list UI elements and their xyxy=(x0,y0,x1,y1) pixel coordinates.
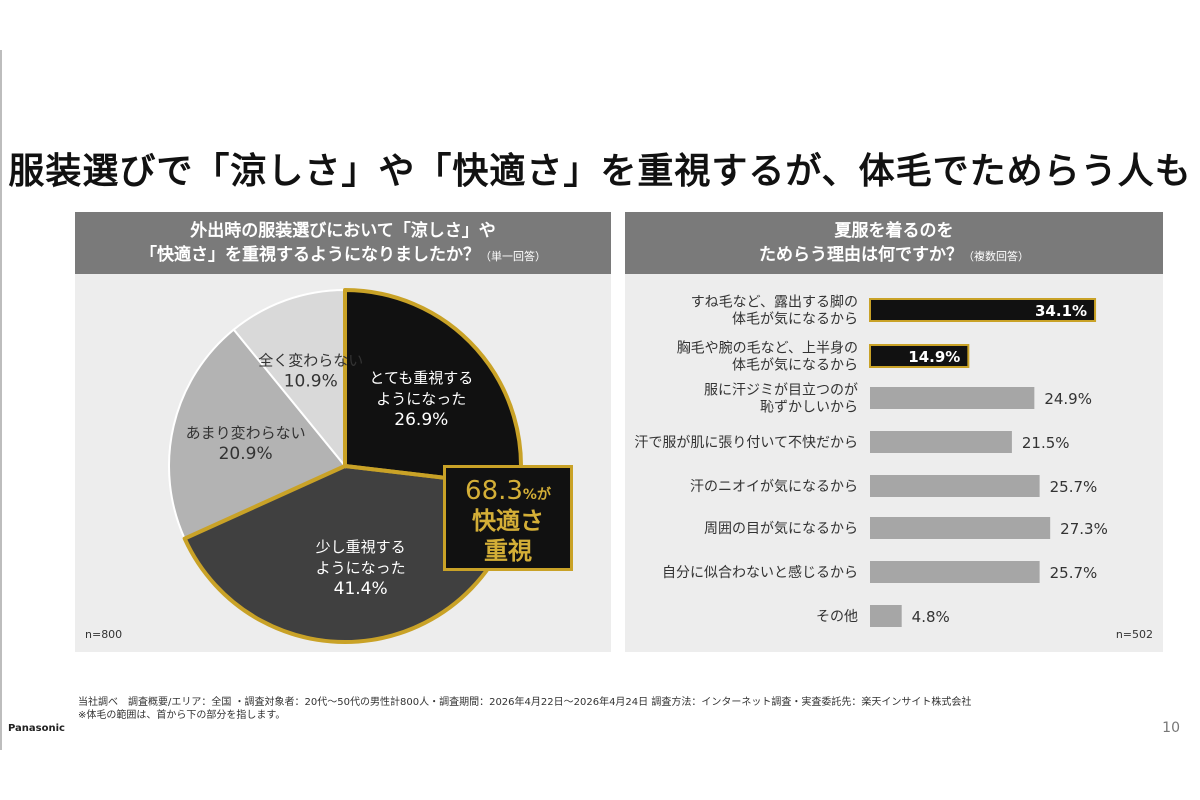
bar-question-line1: 夏服を着るのを xyxy=(834,221,954,241)
bar-7 xyxy=(870,605,902,627)
highlight-box: 68.3%が 快適さ 重視 xyxy=(443,465,573,571)
bar-1 xyxy=(869,344,970,368)
bar-2 xyxy=(870,387,1035,409)
highlight-line1: 快適さ xyxy=(472,507,544,535)
bar-value-label-0: 34.1% xyxy=(1035,302,1087,320)
bar-panel: 夏服を着るのを ためらう理由は何ですか？（複数回答） すね毛など、露出する脚の体… xyxy=(625,212,1163,652)
brand-logo: Panasonic xyxy=(8,723,65,734)
highlight-line2: 重視 xyxy=(484,537,532,565)
footnote-survey: 当社調べ 調査概要/エリア：全国 ・調査対象者：20代～50代の男性計800人・… xyxy=(78,697,972,708)
pie-slice-0 xyxy=(344,288,522,488)
pie-value-label-2: 20.9% xyxy=(219,444,273,464)
bar-0 xyxy=(869,298,1097,322)
bar-value-label-3: 21.5% xyxy=(1022,434,1070,452)
bar-4 xyxy=(870,475,1040,497)
bar-category-label-6: 自分に似合わないと感じるから xyxy=(662,564,858,581)
pie-slice-3 xyxy=(232,288,346,469)
bar-category-label-1: 胸毛や腕の毛など、上半身の xyxy=(677,341,858,357)
pie-slice-label-2: あまり変わらない xyxy=(186,424,306,442)
pie-chart: とても重視するようになった26.9%少し重視するようになった41.4%あまり変わ… xyxy=(168,288,523,644)
bar-question-line2: ためらう理由は何ですか？ xyxy=(759,245,963,265)
pie-question-note: （単一回答） xyxy=(480,250,546,263)
bar-value-label-6: 25.7% xyxy=(1050,564,1098,582)
bar-category-label-7: その他 xyxy=(816,609,858,625)
pie-question-line1: 外出時の服装選びにおいて「涼しさ」や xyxy=(190,221,496,241)
pie-question-line2: 「快適さ」を重視するようになりましたか？ xyxy=(140,245,480,265)
bar-sample-size: n=502 xyxy=(1115,628,1153,641)
page-title: 服装選びで「涼しさ」や「快適さ」を重視するが、体毛でためらう人も xyxy=(8,151,1192,192)
bar-category-label-0: すね毛など、露出する脚の xyxy=(691,295,858,311)
bar-value-label-4: 25.7% xyxy=(1050,478,1098,496)
bar-category-label-5: 周囲の目が気になるから xyxy=(704,521,858,537)
bar-category-label-2: 服に汗ジミが目立つのが xyxy=(704,383,858,399)
bar-value-label-2: 24.9% xyxy=(1044,390,1092,408)
bar-category-label-3: 汗で服が肌に張り付いて不快だから xyxy=(634,435,858,451)
highlight-pct: 68.3 xyxy=(465,476,523,506)
pie-slice-label-1: ようになった xyxy=(316,559,406,577)
pie-question-line2-wrap: 「快適さ」を重視するようになりましたか？（単一回答） xyxy=(75,243,611,269)
bar-category-label-1: 体毛が気になるから xyxy=(732,358,858,374)
pie-value-label-0: 26.9% xyxy=(394,410,448,430)
left-rule xyxy=(0,50,2,750)
pie-slice-label-0: とても重視する xyxy=(369,369,473,387)
bar-value-label-7: 4.8% xyxy=(912,608,950,626)
pie-panel: 外出時の服装選びにおいて「涼しさ」や 「快適さ」を重視するようになりましたか？（… xyxy=(75,212,611,652)
bar-3 xyxy=(870,431,1012,453)
footnote: 当社調べ 調査概要/エリア：全国 ・調査対象者：20代～50代の男性計800人・… xyxy=(78,696,971,722)
pie-slice-label-0: ようになった xyxy=(376,390,466,408)
pie-value-label-1: 41.4% xyxy=(334,579,388,599)
pie-slice-label-1: 少し重視する xyxy=(316,538,406,556)
highlight-pct-line: 68.3%が xyxy=(446,476,570,506)
pie-slice-2 xyxy=(168,328,347,540)
bar-question-note: （複数回答） xyxy=(963,250,1029,263)
bar-category-label-4: 汗のニオイが気になるから xyxy=(690,479,858,495)
footnote-note: ※体毛の範囲は、首から下の部分を指します。 xyxy=(78,710,286,721)
bar-category-label-2: 恥ずかしいから xyxy=(760,400,858,416)
page-number: 10 xyxy=(1162,720,1180,736)
pie-slice-label-3: 全く変わらない xyxy=(258,351,363,369)
pie-panel-header: 外出時の服装選びにおいて「涼しさ」や 「快適さ」を重視するようになりましたか？（… xyxy=(75,212,611,274)
bar-value-label-1: 14.9% xyxy=(908,348,960,366)
pie-highlight-outline-0 xyxy=(343,288,523,489)
pie-sample-size: n=800 xyxy=(85,628,123,641)
pie-value-label-3: 10.9% xyxy=(284,371,338,391)
highlight-pct-suffix: %が xyxy=(522,487,551,503)
bar-question-line2-wrap: ためらう理由は何ですか？（複数回答） xyxy=(625,243,1163,269)
bar-category-label-0: 体毛が気になるから xyxy=(732,312,858,328)
bar-panel-header: 夏服を着るのを ためらう理由は何ですか？（複数回答） xyxy=(625,212,1163,274)
bar-5 xyxy=(870,517,1051,539)
bar-value-label-5: 27.3% xyxy=(1060,520,1108,538)
bar-6 xyxy=(870,561,1040,583)
